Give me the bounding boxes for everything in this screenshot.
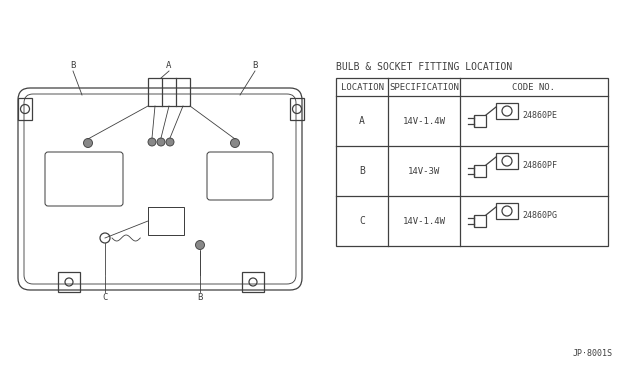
Text: A: A bbox=[166, 61, 172, 70]
Bar bbox=[58, 272, 80, 292]
Bar bbox=[242, 272, 264, 292]
Bar bbox=[148, 78, 190, 106]
Circle shape bbox=[157, 138, 165, 146]
Text: BULB & SOCKET FITTING LOCATION: BULB & SOCKET FITTING LOCATION bbox=[336, 62, 512, 72]
Circle shape bbox=[148, 138, 156, 146]
Bar bbox=[336, 78, 608, 246]
Text: 24860PF: 24860PF bbox=[522, 161, 557, 170]
Bar bbox=[18, 98, 32, 120]
Circle shape bbox=[195, 241, 205, 250]
Text: B: B bbox=[359, 166, 365, 176]
Text: CODE NO.: CODE NO. bbox=[513, 83, 556, 92]
Text: LOCATION: LOCATION bbox=[340, 83, 383, 92]
Bar bbox=[148, 207, 184, 235]
Bar bbox=[496, 203, 518, 219]
Circle shape bbox=[83, 138, 93, 148]
Bar bbox=[290, 98, 304, 120]
Bar bbox=[496, 103, 518, 119]
Bar bbox=[496, 153, 518, 169]
Text: 14V-3W: 14V-3W bbox=[408, 167, 440, 176]
Text: 24860PG: 24860PG bbox=[522, 212, 557, 221]
Circle shape bbox=[166, 138, 174, 146]
Circle shape bbox=[230, 138, 239, 148]
Text: C: C bbox=[102, 293, 108, 302]
Text: 14V-1.4W: 14V-1.4W bbox=[403, 217, 445, 225]
Text: B: B bbox=[70, 61, 76, 70]
Bar bbox=[474, 215, 486, 227]
Text: JP·8001S: JP·8001S bbox=[573, 349, 613, 358]
Text: C: C bbox=[359, 216, 365, 226]
Bar bbox=[474, 115, 486, 127]
Text: SPECIFICATION: SPECIFICATION bbox=[389, 83, 459, 92]
Text: 24860PE: 24860PE bbox=[522, 112, 557, 121]
Bar bbox=[474, 165, 486, 177]
Text: B: B bbox=[197, 293, 203, 302]
Text: A: A bbox=[359, 116, 365, 126]
Text: 14V-1.4W: 14V-1.4W bbox=[403, 116, 445, 125]
Text: B: B bbox=[252, 61, 258, 70]
